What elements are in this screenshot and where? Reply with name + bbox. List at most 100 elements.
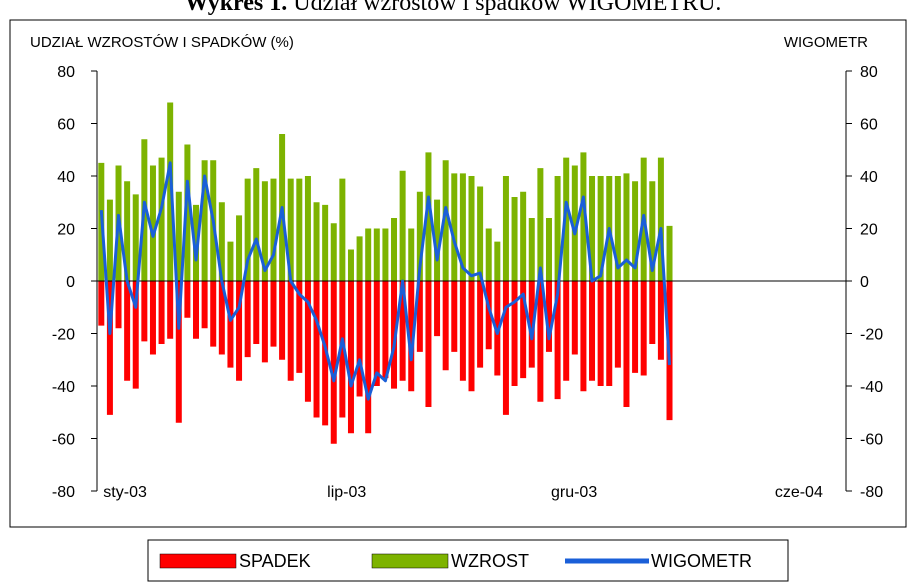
y2-tick-label: 20 (860, 222, 878, 239)
bar (425, 152, 432, 281)
bar (236, 281, 243, 381)
bar (537, 168, 544, 281)
bar (589, 176, 596, 281)
bar (287, 178, 294, 281)
bar (158, 281, 165, 344)
bar (459, 173, 466, 281)
bar (442, 160, 449, 281)
bar (304, 281, 311, 402)
bar (322, 204, 329, 281)
chart-title: Wykres 1. Udział wzrostów i spadków WIGO… (185, 0, 722, 16)
legend-label: WZROST (451, 551, 529, 571)
bar (649, 181, 656, 281)
bar (193, 204, 200, 281)
bar (623, 173, 630, 281)
title-bold: Wykres 1. (185, 0, 288, 16)
bar (502, 281, 509, 415)
bar (459, 281, 466, 381)
bar (227, 281, 234, 368)
bar (339, 281, 346, 418)
bar (322, 281, 329, 426)
bar (502, 176, 509, 281)
bar (365, 228, 372, 281)
y-tick-label: -80 (52, 484, 75, 501)
bar (210, 281, 217, 347)
bar (528, 218, 535, 281)
bar (477, 281, 484, 368)
bar (554, 281, 561, 400)
bar (391, 218, 398, 281)
bar (494, 281, 501, 376)
bar (167, 102, 174, 281)
bar (373, 228, 380, 281)
bar (106, 199, 113, 281)
bar (253, 281, 260, 344)
bar (193, 281, 200, 339)
bar (115, 281, 122, 329)
bar (580, 281, 587, 392)
bar (485, 228, 492, 281)
y2-tick-label: 0 (860, 274, 869, 291)
bar (545, 281, 552, 352)
bar (597, 176, 604, 281)
bar (106, 281, 113, 415)
bar (657, 157, 664, 281)
y-tick-label: 0 (66, 274, 75, 291)
bar (296, 281, 303, 373)
bar (416, 281, 423, 352)
bar (132, 281, 139, 389)
bar (666, 225, 673, 281)
bar (313, 202, 320, 281)
bar (425, 281, 432, 407)
bar (657, 281, 664, 360)
bar (434, 281, 441, 337)
y-tick-label: 20 (57, 222, 75, 239)
bar (563, 157, 570, 281)
bar (399, 281, 406, 381)
legend-swatch (371, 553, 449, 569)
x-tick-label: lip-03 (327, 484, 366, 501)
y2-tick-label: 60 (860, 117, 878, 134)
bar (270, 178, 277, 281)
bar (640, 281, 647, 376)
bar (175, 281, 182, 423)
bar (184, 281, 191, 318)
bar (571, 281, 578, 355)
bar (399, 170, 406, 281)
bar (339, 178, 346, 281)
bar (597, 281, 604, 386)
bar (434, 199, 441, 281)
bar (270, 281, 277, 347)
bar (632, 281, 639, 373)
bar (416, 191, 423, 281)
bar (356, 281, 363, 397)
bar (545, 218, 552, 281)
bar (347, 281, 354, 434)
bar (589, 281, 596, 381)
bar (158, 157, 165, 281)
bar (287, 281, 294, 381)
bar (451, 173, 458, 281)
bar (167, 281, 174, 339)
bar (494, 241, 501, 281)
y-tick-label: -40 (52, 379, 75, 396)
bar (614, 281, 621, 368)
bar (227, 241, 234, 281)
bar (124, 181, 131, 281)
bar (296, 178, 303, 281)
bar (571, 165, 578, 281)
bar (330, 223, 337, 281)
bar (313, 281, 320, 418)
bar (451, 281, 458, 352)
x-tick-label: cze-04 (775, 484, 823, 501)
bar (253, 168, 260, 281)
bar (614, 176, 621, 281)
y-tick-label: 60 (57, 117, 75, 134)
bar (632, 181, 639, 281)
y2-tick-label: 40 (860, 169, 878, 186)
bar (382, 228, 389, 281)
legend-label: WIGOMETR (651, 551, 752, 571)
bar (261, 181, 268, 281)
bar (528, 281, 535, 368)
bar (563, 281, 570, 381)
